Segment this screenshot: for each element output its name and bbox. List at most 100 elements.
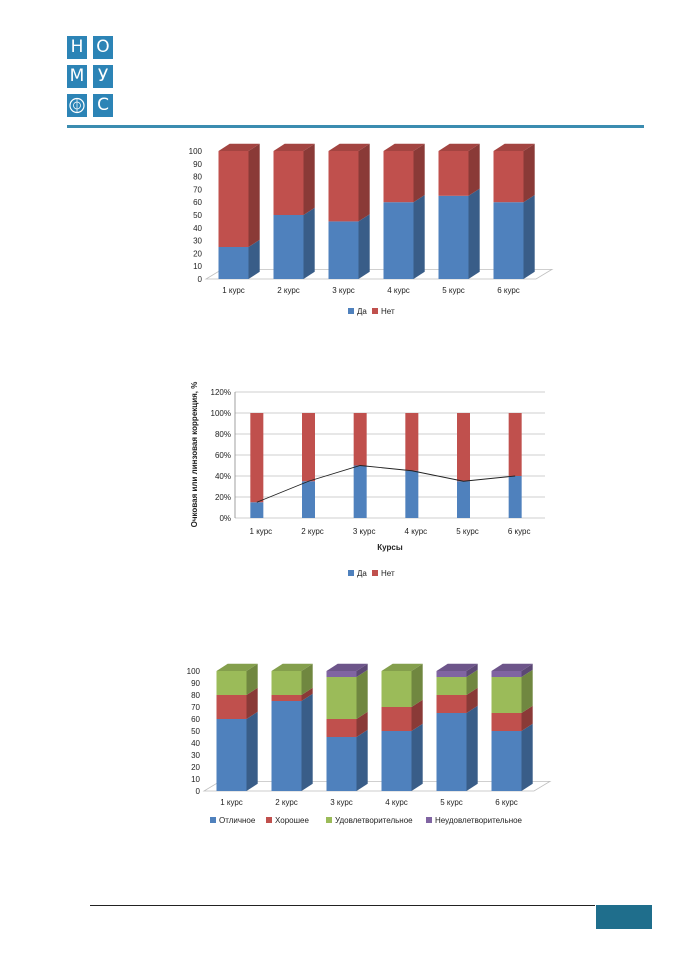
bar-segment [405, 413, 419, 471]
bar-segment-side [301, 663, 313, 695]
bar-segment [491, 677, 522, 713]
logo-letter-o: О [93, 36, 113, 59]
y-tick-label: 60% [215, 451, 231, 460]
bar-segment-side [468, 143, 480, 196]
bar-segment [436, 677, 467, 695]
bar-segment-top [491, 663, 533, 671]
bar-segment-top [271, 663, 313, 671]
y-tick-label: 90 [193, 160, 202, 169]
legend-label: Нет [381, 569, 395, 578]
bar-segment-top [383, 143, 425, 151]
bar-segment [271, 695, 302, 701]
y-tick-label: 0 [196, 787, 201, 796]
bar-segment-side [523, 195, 535, 279]
y-tick-label: 60 [193, 198, 202, 207]
bar-segment [457, 413, 470, 482]
bar-segment-side [523, 143, 535, 203]
bar-segment-side [358, 143, 370, 222]
legend-label: Отличное [219, 816, 256, 825]
y-tick-label: 100 [189, 147, 203, 156]
y-tick-label: 40% [215, 472, 231, 481]
x-tick-label: 6 курс [495, 798, 518, 807]
x-tick-label: 5 курс [440, 798, 463, 807]
bar-segment-side [521, 705, 533, 731]
bar-segment [218, 247, 249, 279]
legend-swatch [348, 570, 354, 576]
bar-segment [508, 476, 522, 518]
x-tick-label: 1 курс [220, 798, 243, 807]
bar-segment-side [356, 729, 368, 791]
bar-segment-side [468, 188, 480, 279]
bar-segment [436, 695, 467, 713]
bar-segment [302, 481, 315, 518]
bar-segment-side [246, 711, 258, 791]
bar-segment [438, 195, 469, 279]
legend-swatch [326, 817, 332, 823]
bar-segment-side [248, 239, 260, 279]
bar-segment [383, 202, 414, 279]
bar-segment [381, 671, 412, 707]
bar-segment-side [466, 687, 478, 713]
bar-segment-top [328, 143, 370, 151]
bar-segment-side [411, 699, 423, 731]
bar-segment [326, 719, 357, 737]
bar-segment [250, 502, 264, 518]
x-tick-label: 3 курс [330, 798, 353, 807]
x-tick-label: 3 курс [332, 286, 355, 295]
bar-segment-side [248, 143, 260, 247]
bar-segment-side [521, 663, 533, 677]
bar-segment [383, 151, 414, 203]
legend-swatch [426, 817, 432, 823]
bar-segment [457, 481, 470, 518]
y-tick-label: 20 [191, 763, 200, 772]
x-tick-label: 4 курс [405, 527, 428, 536]
x-tick-label: 1 курс [222, 286, 245, 295]
bar-segment-top [381, 663, 423, 671]
bar-segment-top [326, 663, 368, 671]
y-tick-label: 70 [191, 703, 200, 712]
bar-segment-side [413, 195, 425, 279]
chart-correction-percent: 0% 20% 40% 60% 80% 100% 120% 1 курс 2 курс 3 курс… [190, 382, 545, 578]
y-tick-label: 60 [191, 715, 200, 724]
bar-segment-side [246, 663, 258, 695]
y-tick-label: 10 [191, 775, 200, 784]
x-tick-label: 4 курс [387, 286, 410, 295]
y-tick-label: 20% [215, 493, 231, 502]
bar-segment [218, 151, 249, 247]
bar-segment [273, 215, 304, 279]
bar-segment-side [301, 687, 313, 701]
bar-segment [302, 413, 315, 482]
y-tick-label: 80% [215, 430, 231, 439]
y-tick-label: 40 [193, 224, 202, 233]
x-tick-label: 1 курс [250, 527, 273, 536]
bar-segment [271, 671, 302, 695]
y-tick-label: 90 [191, 679, 200, 688]
legend-swatch [372, 570, 378, 576]
y-tick-label: 10 [193, 262, 202, 271]
legend-swatch [348, 308, 354, 314]
bar-segment [381, 731, 412, 791]
bar-segment-top [216, 663, 258, 671]
bar-segment-side [466, 705, 478, 791]
x-tick-label: 4 курс [385, 798, 408, 807]
y-tick-label: 40 [191, 739, 200, 748]
bar-segment-side [356, 711, 368, 737]
bar-segment-side [356, 663, 368, 677]
bar-segment [326, 671, 357, 677]
bar-segment-top [218, 143, 260, 151]
legend-label: Хорошее [275, 816, 309, 825]
bar-segment [326, 677, 357, 719]
y-tick-label: 80 [193, 173, 202, 182]
y-tick-label: 50 [191, 727, 200, 736]
y-tick-label: 100 [187, 667, 201, 676]
y-tick-label: 70 [193, 185, 202, 194]
bar-segment [491, 731, 522, 791]
x-tick-label: 5 курс [456, 527, 479, 536]
bar-segment-side [521, 723, 533, 791]
series-line-da [256, 465, 516, 503]
bar-segment [436, 713, 467, 791]
logo-letter-m: М [67, 65, 87, 88]
bar-segment [250, 413, 264, 503]
bar-segment [491, 713, 522, 731]
legend-label: Неудовлетворительное [435, 816, 523, 825]
